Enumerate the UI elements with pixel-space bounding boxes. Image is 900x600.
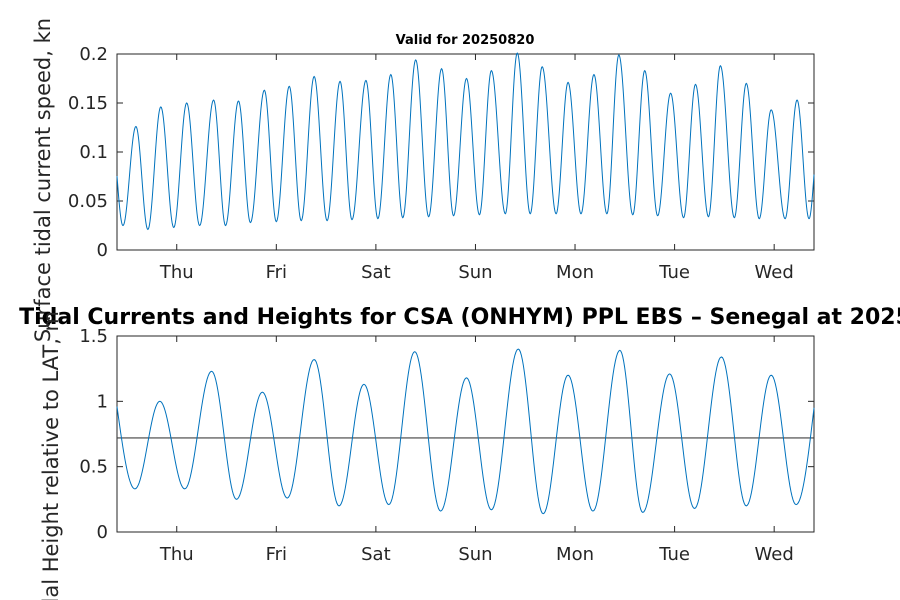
x-tick-label: Fri [266,544,287,565]
x-tick-label: Sun [458,262,492,283]
y-tick-label: 1 [97,391,108,412]
tidal-height-series-line [116,348,815,515]
x-tick-label: Thu [159,544,194,565]
x-tick-label: Wed [755,544,794,565]
y-tick-label: 0.1 [79,142,108,163]
y-tick-label: 1.5 [79,326,108,347]
x-tick-label: Mon [556,262,594,283]
height-axes: Tidal Currents and Heights for CSA (ONHY… [19,305,900,600]
x-tick-label: Sun [458,544,492,565]
speed-axes-box [116,53,815,251]
x-tick-label: Fri [266,262,287,283]
y-tick-label: 0.05 [68,191,108,212]
x-tick-label: Tue [658,544,690,565]
height-x-ticks: Thu Fri Sat Sun Mon Tue Wed [159,336,794,565]
height-y-ticks: 0 0.5 1 1.5 [79,326,814,543]
x-tick-label: Sat [361,262,391,283]
height-chart-title: Tidal Currents and Heights for CSA (ONHY… [19,305,900,330]
y-tick-label: 0 [97,240,108,261]
x-tick-label: Thu [159,262,194,283]
y-tick-label: 0.5 [79,457,108,478]
y-tick-label: 0.15 [68,93,108,114]
x-tick-label: Wed [755,262,794,283]
x-tick-label: Tue [658,262,690,283]
x-tick-label: Mon [556,544,594,565]
speed-axes: Valid for 20250820 0 0.05 0.1 0.15 0.2 Thu Fr… [31,18,815,342]
speed-y-axis-label: Surface tidal current speed, kn [31,18,55,342]
speed-chart-title: Valid for 20250820 [396,33,535,48]
current-speed-series-line [116,52,815,231]
y-tick-label: 0 [97,522,108,543]
x-tick-label: Sat [361,544,391,565]
y-tick-label: 0.2 [79,44,108,65]
speed-x-ticks: Thu Fri Sat Sun Mon Tue Wed [159,54,794,283]
speed-y-ticks: 0 0.05 0.1 0.15 0.2 [68,44,814,261]
height-axes-box [116,335,815,533]
height-y-axis-label: Tidal Height relative to LAT, m [39,311,63,600]
